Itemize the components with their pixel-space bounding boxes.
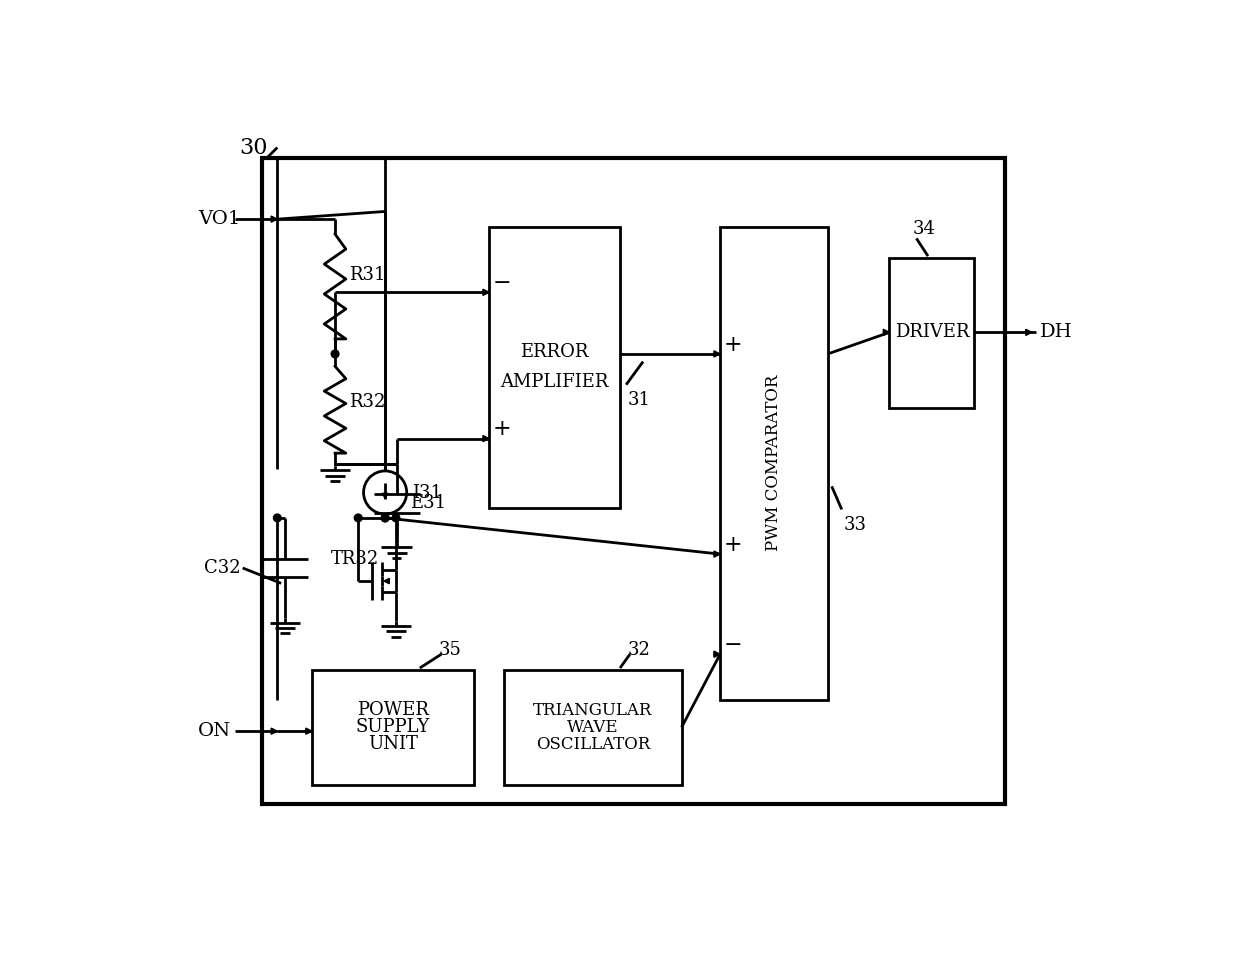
Polygon shape <box>714 551 720 557</box>
Text: 34: 34 <box>913 220 935 238</box>
Text: 30: 30 <box>239 136 268 158</box>
Text: 32: 32 <box>628 641 650 660</box>
Text: +: + <box>724 334 742 355</box>
Text: POWER: POWER <box>357 702 429 719</box>
Circle shape <box>382 514 389 522</box>
Text: +: + <box>724 534 742 556</box>
Text: SUPPLY: SUPPLY <box>356 718 430 736</box>
Polygon shape <box>714 350 720 357</box>
Text: PWM COMPARATOR: PWM COMPARATOR <box>766 375 783 551</box>
Circle shape <box>274 514 281 522</box>
Text: 31: 31 <box>628 391 650 409</box>
Polygon shape <box>483 289 489 296</box>
Text: E31: E31 <box>410 493 446 512</box>
Text: UNIT: UNIT <box>368 735 418 754</box>
Text: R32: R32 <box>349 393 385 411</box>
Text: 33: 33 <box>844 516 866 534</box>
Text: +: + <box>493 419 512 441</box>
Text: ON: ON <box>198 722 232 740</box>
Polygon shape <box>483 436 489 442</box>
Text: TRIANGULAR: TRIANGULAR <box>533 702 653 719</box>
Text: 35: 35 <box>439 641 462 660</box>
Polygon shape <box>384 578 389 584</box>
Polygon shape <box>271 728 278 734</box>
Text: OSCILLATOR: OSCILLATOR <box>536 735 650 753</box>
Bar <box>489 227 620 508</box>
Text: −: − <box>724 634 742 656</box>
Bar <box>504 670 681 785</box>
Text: WAVE: WAVE <box>567 719 618 736</box>
Circle shape <box>392 514 400 522</box>
Bar <box>261 157 1005 804</box>
Circle shape <box>382 514 389 522</box>
Polygon shape <box>883 329 890 335</box>
Text: R31: R31 <box>349 266 385 283</box>
Circle shape <box>354 514 362 522</box>
Text: TR32: TR32 <box>331 550 379 568</box>
Text: −: − <box>493 272 512 294</box>
Text: VO1: VO1 <box>198 210 240 228</box>
Circle shape <box>331 350 339 358</box>
Bar <box>720 227 828 701</box>
Text: ERROR: ERROR <box>520 343 589 361</box>
Text: DH: DH <box>1040 324 1072 342</box>
Polygon shape <box>383 493 388 498</box>
Text: AMPLIFIER: AMPLIFIER <box>501 373 608 392</box>
Polygon shape <box>714 651 720 658</box>
Polygon shape <box>306 728 312 734</box>
Polygon shape <box>271 216 278 222</box>
Text: I31: I31 <box>413 484 442 501</box>
Text: C32: C32 <box>204 559 240 577</box>
Polygon shape <box>1026 329 1032 335</box>
Bar <box>312 670 473 785</box>
Text: DRIVER: DRIVER <box>895 324 969 342</box>
Bar <box>890 257 974 408</box>
